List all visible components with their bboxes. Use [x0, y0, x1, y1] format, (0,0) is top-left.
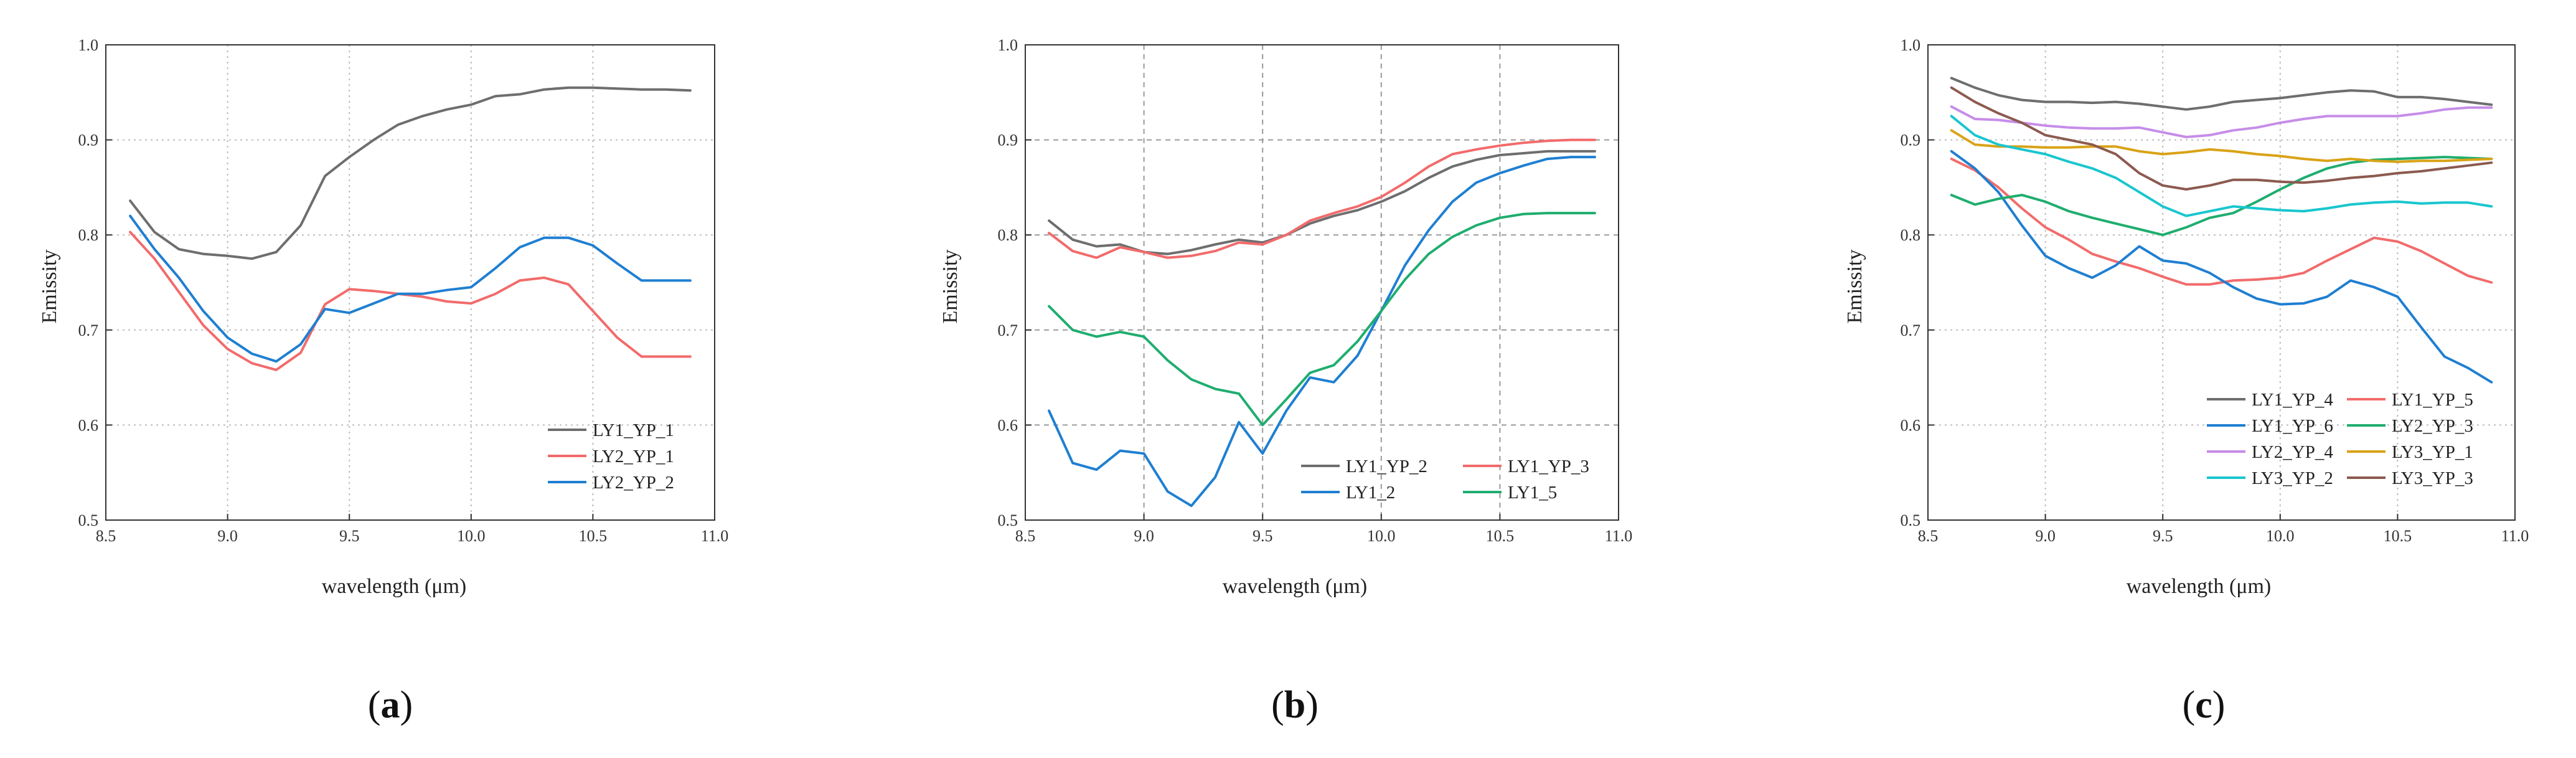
legend-label: LY2_YP_3 [2392, 416, 2473, 436]
y-tick-label: 0.6 [1901, 416, 1921, 434]
x-tick-label: 10.0 [457, 527, 486, 545]
x-axis-label: wavelength (μm) [1223, 575, 1368, 598]
plot-frame [105, 44, 715, 521]
x-tick-label: 9.5 [339, 527, 360, 545]
x-tick-label: 10.5 [1486, 527, 1515, 545]
y-tick-label: 0.9 [78, 131, 99, 149]
y-tick-label: 0.6 [998, 416, 1018, 434]
y-tick-label: 0.7 [998, 321, 1018, 339]
series-line-ly1-yp-3 [1048, 138, 1596, 259]
y-tick-label: 0.9 [998, 131, 1018, 149]
legend-label: LY1_YP_3 [1508, 457, 1589, 476]
y-tick-label: 0.5 [1901, 511, 1921, 529]
y-tick-label: 1.0 [1901, 36, 1921, 54]
legend-label: LY1_5 [1508, 483, 1557, 503]
y-tick-label: 0.9 [1901, 131, 1921, 149]
series-line-ly2-yp-1 [129, 230, 692, 371]
x-axis-label: wavelength (μm) [322, 575, 467, 598]
series-line-ly1-yp-5 [1950, 158, 2493, 286]
x-tick-label: 8.5 [1918, 527, 1939, 545]
panel-label-c: (c) [2183, 684, 2226, 726]
legend-label: LY3_YP_3 [2392, 468, 2473, 488]
series-line-ly2-yp-4 [1950, 105, 2493, 138]
series-line-ly1-5 [1048, 212, 1596, 427]
series-line-ly2-yp-2 [129, 214, 692, 363]
x-tick-label: 9.0 [2035, 527, 2056, 545]
chart-panel-a: Emissity wavelength (μm) (a) 8.5 9.0 9.5 10… [38, 36, 728, 726]
plot-frame [1025, 44, 1619, 521]
panel-label-a: (a) [368, 684, 413, 726]
y-tick-label: 0.5 [998, 511, 1018, 529]
legend-label: LY3_YP_2 [2252, 468, 2333, 488]
x-tick-label: 10.5 [2384, 527, 2412, 545]
x-tick-label: 11.0 [701, 527, 729, 545]
y-tick-label: 0.8 [78, 226, 99, 244]
x-tick-label: 11.0 [2501, 527, 2529, 545]
legend-label: LY1_YP_4 [2252, 390, 2333, 410]
legend-label: LY1_YP_1 [593, 420, 674, 440]
y-tick-label: 1.0 [78, 36, 99, 54]
series-line-ly1-yp-6 [1950, 149, 2493, 384]
x-tick-label: 9.0 [217, 527, 238, 545]
x-tick-label: 10.0 [2266, 527, 2295, 545]
legend-label: LY1_YP_6 [2252, 416, 2333, 436]
series-line-ly3-yp-2 [1950, 115, 2493, 217]
legend-label: LY2_YP_2 [593, 473, 674, 493]
x-tick-label: 11.0 [1605, 527, 1633, 545]
y-tick-label: 0.7 [78, 321, 99, 339]
y-tick-label: 0.8 [998, 226, 1018, 244]
x-tick-label: 9.5 [2153, 527, 2173, 545]
legend-label: LY1_YP_5 [2392, 390, 2473, 410]
x-tick-label: 10.5 [579, 527, 608, 545]
series-line-ly1-yp-1 [129, 86, 692, 260]
series-line-ly1-yp-4 [1950, 77, 2493, 111]
x-tick-label: 8.5 [96, 527, 116, 545]
y-tick-label: 1.0 [998, 36, 1018, 54]
chart-panel-c: Emissity wavelength (μm) (c) 8.5 9.0 9.5 10… [1843, 36, 2529, 726]
series-line-ly2-yp-3 [1950, 156, 2493, 237]
chart-panel-b: Emissity wavelength (μm) (b) 8.5 9.0 9.5 10… [939, 36, 1632, 726]
y-tick-label: 0.8 [1901, 226, 1921, 244]
series-line-ly3-yp-1 [1950, 129, 2493, 163]
legend-label: LY2_YP_4 [2252, 442, 2333, 462]
y-axis-label: Emissity [1843, 249, 1866, 323]
plot-frame [1927, 44, 2516, 521]
series-line-ly3-yp-3 [1950, 86, 2493, 191]
y-tick-label: 0.7 [1901, 321, 1921, 339]
legend-label: LY1_YP_2 [1346, 457, 1427, 476]
y-axis-label: Emissity [38, 249, 61, 323]
x-tick-label: 8.5 [1015, 527, 1036, 545]
y-tick-label: 0.6 [78, 416, 99, 434]
series-line-ly1-yp-2 [1048, 149, 1596, 255]
legend-label: LY2_YP_1 [593, 447, 674, 467]
legend-label: LY3_YP_1 [2392, 442, 2473, 462]
y-tick-label: 0.5 [78, 511, 99, 529]
legend-label: LY1_2 [1346, 483, 1395, 503]
panel-label-b: (b) [1271, 684, 1319, 726]
x-tick-label: 9.5 [1253, 527, 1273, 545]
y-axis-label: Emissity [939, 249, 962, 323]
series-line-ly1-2 [1048, 156, 1596, 508]
x-axis-label: wavelength (μm) [2127, 575, 2272, 598]
x-tick-label: 10.0 [1367, 527, 1396, 545]
x-tick-label: 9.0 [1134, 527, 1154, 545]
